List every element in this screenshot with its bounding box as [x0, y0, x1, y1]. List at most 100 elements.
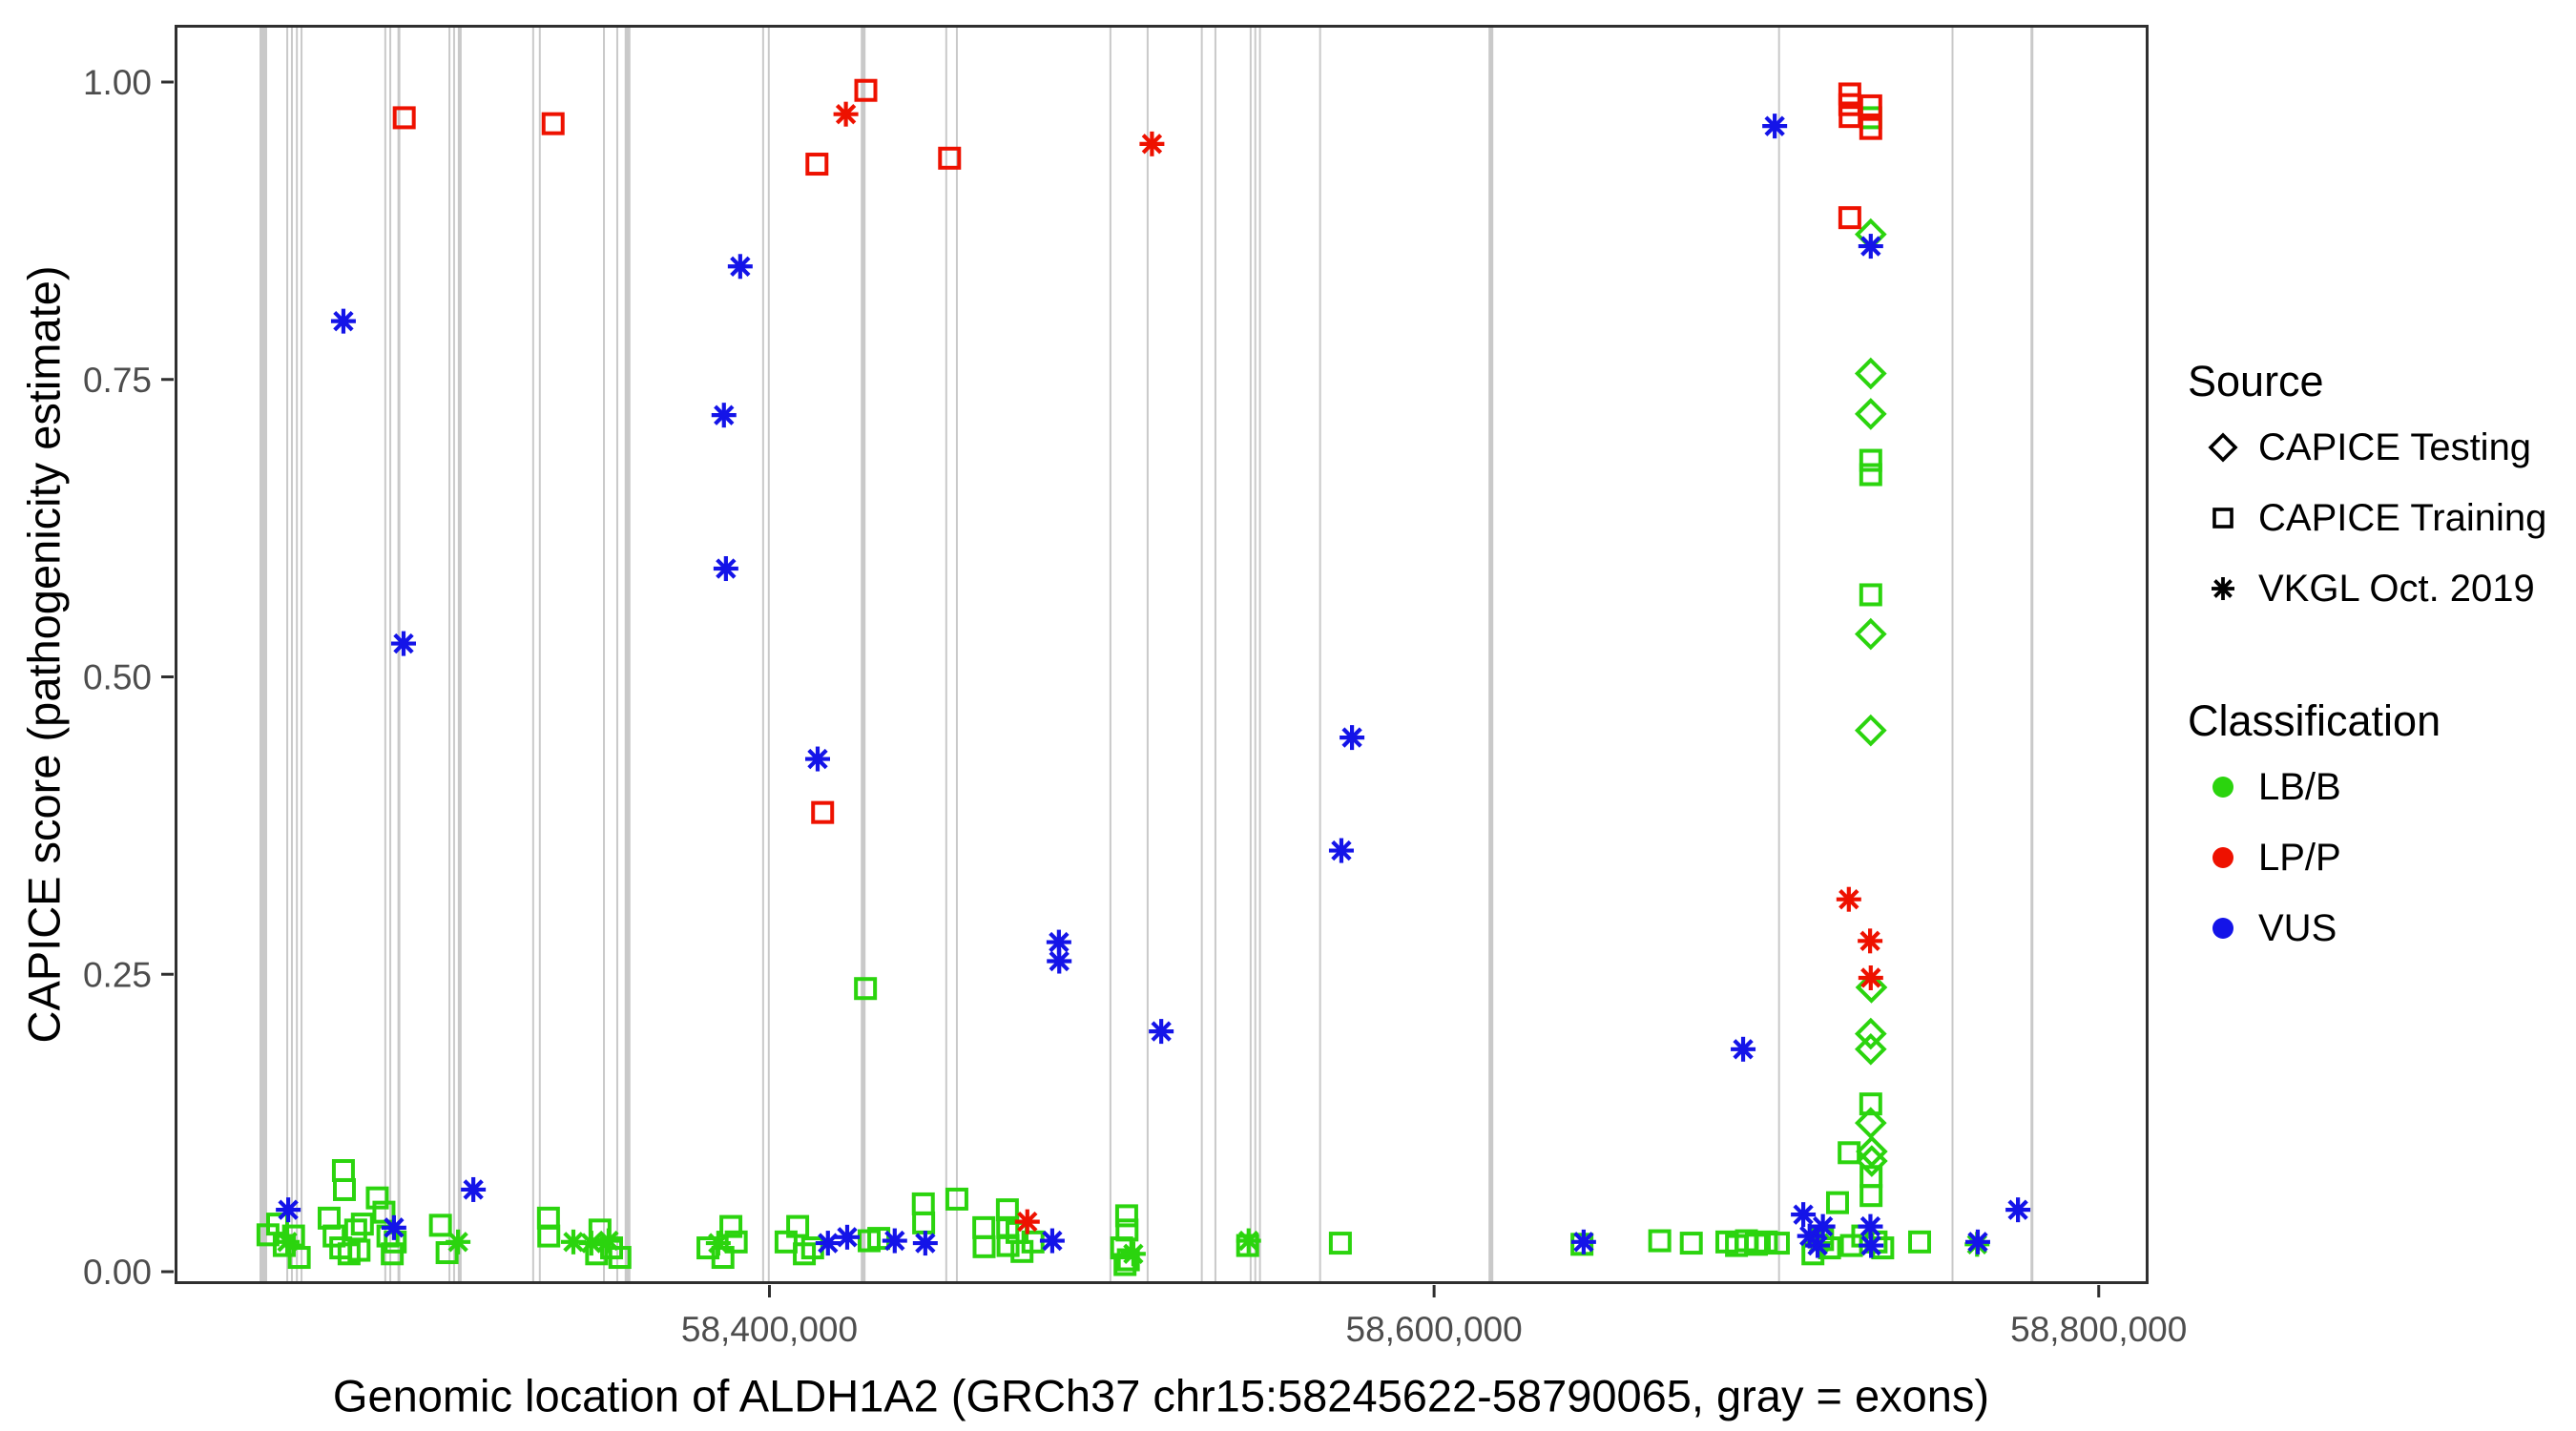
- classification-dot-icon: [2212, 918, 2233, 939]
- data-point-square: [541, 112, 565, 135]
- data-point-square: [854, 977, 878, 1001]
- data-point-asterisk: [884, 1230, 905, 1252]
- legend-item-source: CAPICE Testing: [2188, 412, 2569, 483]
- data-point-asterisk: [835, 103, 857, 125]
- data-point-asterisk: [730, 256, 751, 277]
- data-point-diamond: [1854, 357, 1887, 390]
- data-point-asterisk: [1049, 950, 1070, 972]
- data-point-diamond: [1854, 1107, 1887, 1139]
- data-point-square: [381, 1242, 405, 1266]
- diamond-icon: [2208, 432, 2238, 463]
- data-point-square: [1328, 1232, 1352, 1255]
- legend-item-label: VKGL Oct. 2019: [2258, 567, 2535, 610]
- data-point-square: [392, 106, 416, 130]
- data-point-asterisk: [278, 1199, 299, 1220]
- legend-gap: [2188, 624, 2569, 691]
- data-point-square: [428, 1213, 452, 1237]
- asterisk-icon: [2213, 579, 2233, 598]
- square-icon: [2212, 508, 2233, 529]
- data-point-square: [938, 146, 962, 170]
- data-point-diamond: [1854, 398, 1887, 430]
- data-point-square: [265, 1213, 289, 1236]
- data-point-square: [372, 1200, 396, 1224]
- legend-classification-title: Classification: [2188, 696, 2441, 745]
- data-point-asterisk: [463, 1179, 484, 1200]
- data-point-asterisk: [716, 558, 737, 579]
- data-point-diamond: [1856, 1145, 1888, 1177]
- data-point-asterisk: [714, 404, 735, 425]
- data-point-asterisk: [1238, 1230, 1259, 1252]
- data-point-square: [1115, 1218, 1139, 1242]
- legend-source-title: Source: [2188, 357, 2324, 405]
- data-point-square: [972, 1215, 996, 1239]
- data-point-asterisk: [333, 310, 354, 332]
- data-point-square: [811, 800, 835, 824]
- data-point-square: [774, 1230, 798, 1254]
- data-point-square: [911, 1192, 935, 1215]
- legend-glyph: [2188, 822, 2258, 893]
- data-point-asterisk: [1573, 1232, 1594, 1253]
- data-point-square: [1648, 1229, 1672, 1253]
- data-point-square: [972, 1234, 996, 1258]
- legend-item-label: CAPICE Training: [2258, 496, 2547, 539]
- legend: Source CAPICE Testing CAPICE Training VKGL…: [2188, 351, 2569, 964]
- data-point-square: [332, 1177, 356, 1201]
- legend-glyph: [2188, 752, 2258, 822]
- legend-item-source: CAPICE Training: [2188, 483, 2569, 553]
- data-point-square: [854, 78, 878, 102]
- data-point-asterisk: [1017, 1211, 1038, 1233]
- data-point-square: [322, 1224, 346, 1248]
- data-point-square: [1755, 1230, 1778, 1254]
- data-point-asterisk: [807, 748, 828, 770]
- data-point-square: [287, 1246, 311, 1270]
- legend-glyph: [2188, 483, 2258, 553]
- classification-dot-icon: [2212, 777, 2233, 798]
- classification-dot-icon: [2212, 847, 2233, 868]
- data-point-square: [1838, 1141, 1861, 1165]
- legend-item-label: CAPICE Testing: [2258, 425, 2532, 468]
- data-point-diamond: [1856, 1135, 1888, 1168]
- data-point-square: [867, 1227, 891, 1251]
- data-point-asterisk: [1860, 1234, 1881, 1256]
- data-point-asterisk: [1733, 1039, 1754, 1060]
- data-point-square: [1838, 206, 1861, 230]
- x-axis-title: Genomic location of ALDH1A2 (GRCh37 chr1…: [332, 1370, 1990, 1421]
- legend-source-items: CAPICE Testing CAPICE Training VKGL Oct. 2…: [2188, 412, 2569, 624]
- data-point-square: [786, 1214, 810, 1238]
- legend-item-label: LP/P: [2258, 836, 2341, 879]
- data-point-asterisk: [1812, 1215, 1834, 1237]
- data-point-square: [1859, 116, 1882, 140]
- data-point-asterisk: [837, 1227, 858, 1248]
- legend-item-source: VKGL Oct. 2019: [2188, 553, 2569, 624]
- data-point-asterisk: [1331, 840, 1352, 861]
- data-point-square: [1839, 105, 1862, 129]
- data-point-square: [1679, 1232, 1703, 1255]
- y-tick-label: 0.00: [83, 1253, 152, 1292]
- data-point-asterisk: [598, 1230, 619, 1252]
- y-axis-title: CAPICE score (pathogenicity estimate): [18, 265, 70, 1044]
- data-point-asterisk: [1860, 967, 1881, 988]
- data-point-square: [1859, 1184, 1883, 1208]
- legend-item-classification: VUS: [2188, 893, 2569, 964]
- y-tick-label: 0.50: [83, 658, 152, 697]
- data-point-square: [365, 1186, 389, 1210]
- legend-glyph: [2188, 412, 2258, 483]
- data-point-asterisk: [2007, 1199, 2028, 1220]
- data-point-asterisk: [818, 1233, 839, 1254]
- data-point-square: [537, 1224, 561, 1248]
- plot-panel: [175, 25, 2149, 1284]
- data-point-asterisk: [1839, 889, 1859, 910]
- data-point-asterisk: [581, 1233, 602, 1254]
- data-point-asterisk: [277, 1232, 298, 1253]
- data-point-square: [347, 1238, 371, 1262]
- data-point-square: [1859, 93, 1882, 117]
- data-point-square: [719, 1214, 743, 1238]
- data-point-square: [1114, 1204, 1138, 1228]
- data-point-asterisk: [1967, 1232, 1988, 1253]
- data-point-asterisk: [708, 1233, 729, 1254]
- legend-classification-items: LB/B LP/P VUS: [2188, 752, 2569, 964]
- data-point-asterisk: [1123, 1243, 1144, 1264]
- legend-item-label: VUS: [2258, 906, 2337, 949]
